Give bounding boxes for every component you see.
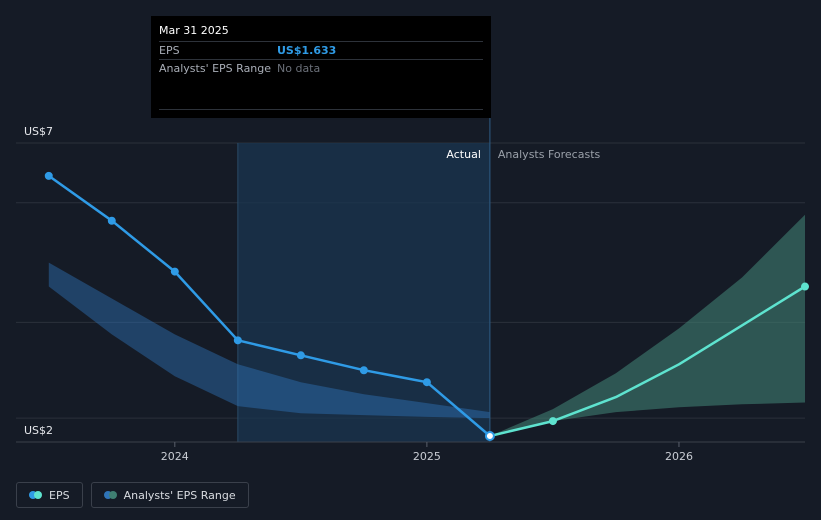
eps-point[interactable]	[296, 351, 305, 360]
tooltip-range-label: Analysts' EPS Range	[159, 62, 272, 75]
eps-point[interactable]	[359, 366, 368, 375]
highlight-region	[237, 143, 490, 442]
tooltip-eps-label: EPS	[159, 44, 180, 57]
y-axis-labels: US$7 US$2	[24, 125, 53, 437]
eps-point[interactable]	[422, 378, 431, 387]
eps-point[interactable]	[233, 336, 242, 345]
legend-range-label: Analysts' EPS Range	[123, 488, 236, 502]
x-tick-label: 2025	[413, 450, 441, 463]
x-axis-ticks: 2024 2025 2026	[161, 442, 693, 463]
y-axis-label: US$2	[24, 424, 53, 437]
range-legend-icon	[103, 491, 118, 499]
tooltip-eps-value: US$1.633	[277, 44, 337, 57]
x-tick-label: 2024	[161, 450, 189, 463]
eps-points	[44, 171, 809, 442]
eps-forecast-line	[489, 285, 806, 438]
eps-point[interactable]	[107, 216, 116, 225]
legend-range-toggle[interactable]: Analysts' EPS Range	[90, 482, 249, 508]
eps-legend-icon	[29, 491, 43, 499]
tooltip-divider	[159, 109, 483, 110]
legend-eps-label: EPS	[49, 488, 70, 502]
legend: EPS Analysts' EPS Range	[16, 482, 249, 508]
legend-eps-toggle[interactable]: EPS	[16, 482, 83, 508]
analyst-range-band-history	[48, 262, 490, 419]
eps-forecast-point[interactable]	[548, 417, 557, 426]
eps-point[interactable]	[170, 267, 179, 276]
eps-point[interactable]	[44, 171, 53, 180]
tooltip-row-range: Analysts' EPS Range No data	[159, 59, 483, 77]
x-tick-label: 2026	[665, 450, 693, 463]
y-axis-label: US$7	[24, 125, 53, 138]
tooltip: Mar 31 2025 EPS US$1.633 Analysts' EPS R…	[151, 16, 491, 118]
eps-point-selected[interactable]	[484, 431, 495, 442]
eps-forecast-point[interactable]	[801, 282, 809, 291]
eps-actual-line	[48, 174, 491, 437]
tooltip-date: Mar 31 2025	[159, 24, 229, 37]
analyst-range-band-forecast	[489, 214, 805, 436]
forecast-region-label: Analysts Forecasts	[498, 148, 601, 161]
actual-region-label: Actual	[446, 148, 480, 161]
tooltip-range-value: No data	[277, 62, 321, 75]
tooltip-row-eps: EPS US$1.633	[159, 41, 483, 59]
